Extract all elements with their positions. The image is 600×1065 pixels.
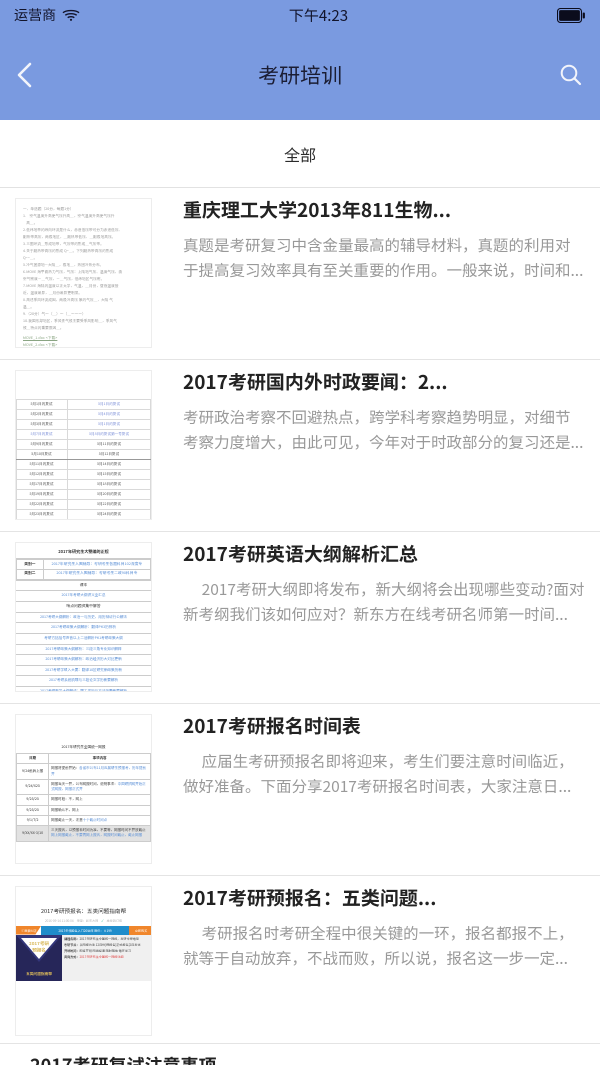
svg-text:2017考研: 2017考研 — [29, 940, 49, 947]
svg-text:预报名: 预报名 — [32, 946, 46, 953]
svg-text:五类问题指南帮: 五类问题指南帮 — [26, 971, 52, 977]
